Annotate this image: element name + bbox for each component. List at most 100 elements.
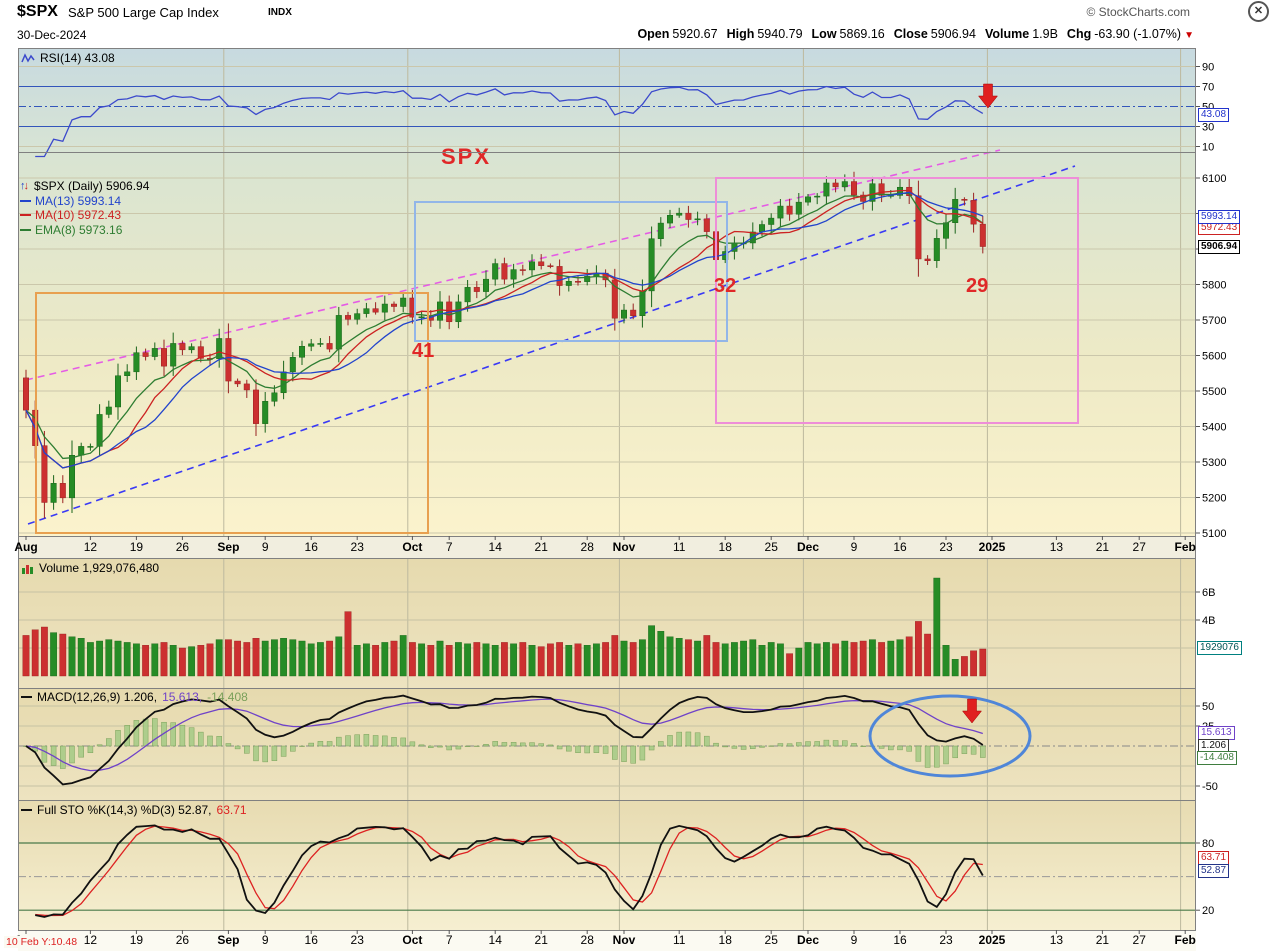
- copyright: © StockCharts.com: [1086, 5, 1190, 19]
- volume-bar: [105, 639, 113, 677]
- date-label: 26: [176, 933, 190, 947]
- date-label: 11: [673, 540, 686, 554]
- quote-bar: Open 5920.67 High 5940.79 Low 5869.16 Close 590…: [628, 27, 1194, 41]
- candle-body: [630, 309, 637, 316]
- ma10-legend: MA(10) 5972.43: [20, 208, 149, 223]
- date-label: 16: [305, 540, 319, 554]
- volume-bar: [132, 643, 140, 677]
- volume-legend: Volume 1,929,076,480: [21, 561, 159, 575]
- candle-body: [933, 238, 940, 261]
- ema8-line: [25, 192, 984, 460]
- date-label: Oct: [402, 540, 422, 554]
- y-axis-label: 30: [1202, 122, 1214, 134]
- macd-histogram-bar: [639, 745, 646, 761]
- macd-line: [25, 694, 984, 786]
- volume-bar: [50, 632, 58, 677]
- date-label: 12: [84, 540, 98, 554]
- ma10-line: [25, 189, 984, 469]
- volume-bar: [666, 636, 674, 677]
- date-label: 23: [939, 933, 953, 947]
- macd-histogram-bar: [317, 741, 324, 747]
- macd-histogram-bar: [455, 745, 462, 750]
- volume-bar: [326, 640, 333, 677]
- candle-body: [851, 181, 857, 196]
- date-label: 25: [765, 540, 779, 554]
- candle-body: [391, 303, 397, 307]
- volume-bar: [335, 636, 343, 677]
- volume-bar: [519, 642, 527, 677]
- y-axis-label: 80: [1202, 838, 1214, 850]
- candle-body: [547, 265, 554, 267]
- candle-body: [501, 263, 508, 280]
- volume-bar: [574, 643, 582, 677]
- date-strip-bottom-bg: [18, 930, 1196, 951]
- volume-bar: [629, 642, 637, 677]
- volume-label: Volume 1,929,076,480: [39, 561, 160, 575]
- close-button[interactable]: ✕: [1248, 1, 1269, 22]
- volume-bar: [482, 643, 490, 677]
- candle-body: [299, 346, 305, 358]
- count-annotation: 41: [412, 340, 434, 362]
- volume-bar: [878, 642, 886, 677]
- volume-bar: [473, 642, 481, 677]
- candle-body: [565, 281, 572, 286]
- candle-body: [41, 445, 48, 503]
- volume-bar: [795, 647, 803, 677]
- macd-histogram-bar: [262, 745, 268, 763]
- y-axis-label: 6100: [1202, 173, 1226, 185]
- date-label: 28: [581, 933, 595, 947]
- volume-bar: [41, 626, 48, 677]
- volume-icon: [22, 564, 33, 574]
- macd-histogram-bar: [556, 745, 563, 750]
- volume-bar: [804, 642, 812, 677]
- date-label: 13: [1050, 540, 1064, 554]
- macd-histogram-bar: [501, 742, 508, 747]
- candle-body: [860, 194, 867, 202]
- volume-bar: [896, 639, 904, 677]
- macd-histogram-bar: [41, 745, 48, 763]
- candle-body: [952, 199, 959, 223]
- volume-bar: [427, 645, 435, 677]
- macd-histogram-bar: [768, 745, 774, 747]
- candle-body: [648, 238, 655, 292]
- macd-histogram-bar: [593, 745, 600, 753]
- volume-bar: [307, 643, 315, 677]
- candle-body: [50, 483, 57, 503]
- macd-histogram-bar: [188, 727, 195, 747]
- sto-k-badge: 52.87: [1198, 864, 1230, 878]
- candle-body: [924, 258, 931, 261]
- macd-histogram-bar: [520, 742, 526, 747]
- macd-histogram-bar: [464, 745, 471, 747]
- price-panel-bg: [18, 152, 1196, 536]
- date-label: Aug: [14, 540, 37, 554]
- macd-signal-badge: 15.613: [1198, 726, 1235, 740]
- header-row-title: $SPX S&P 500 Large Cap Index INDX © Stoc…: [0, 0, 1272, 25]
- volume-bar: [915, 621, 922, 677]
- index-name: S&P 500 Large Cap Index: [68, 5, 219, 20]
- macd-histogram-bar: [96, 744, 103, 747]
- candle-body: [483, 278, 489, 292]
- y-axis-label: 5800: [1202, 280, 1226, 292]
- macd-histogram-bar: [694, 732, 701, 747]
- date-label: 7: [446, 933, 453, 947]
- candle-body: [78, 446, 85, 456]
- volume-bar: [556, 642, 564, 677]
- volume-bar: [197, 645, 205, 677]
- candle-body: [243, 383, 250, 391]
- candle-body: [271, 392, 278, 402]
- candle-body: [703, 218, 710, 232]
- macd-histogram-bar: [630, 745, 636, 764]
- candle-body: [234, 380, 241, 385]
- rsi-legend: RSI(14) 43.08: [21, 51, 115, 65]
- macd-histogram-bar: [133, 720, 140, 747]
- macd-histogram-bar: [152, 718, 158, 747]
- candle-body: [59, 483, 66, 499]
- y-axis-label: 5700: [1202, 315, 1226, 327]
- macd-histogram-bar: [832, 740, 839, 747]
- sto-panel-bg: [18, 800, 1196, 930]
- volume-bar: [786, 653, 794, 677]
- volume-bar: [298, 640, 306, 677]
- candle-body: [519, 269, 526, 271]
- macd-histogram-bar: [860, 745, 866, 747]
